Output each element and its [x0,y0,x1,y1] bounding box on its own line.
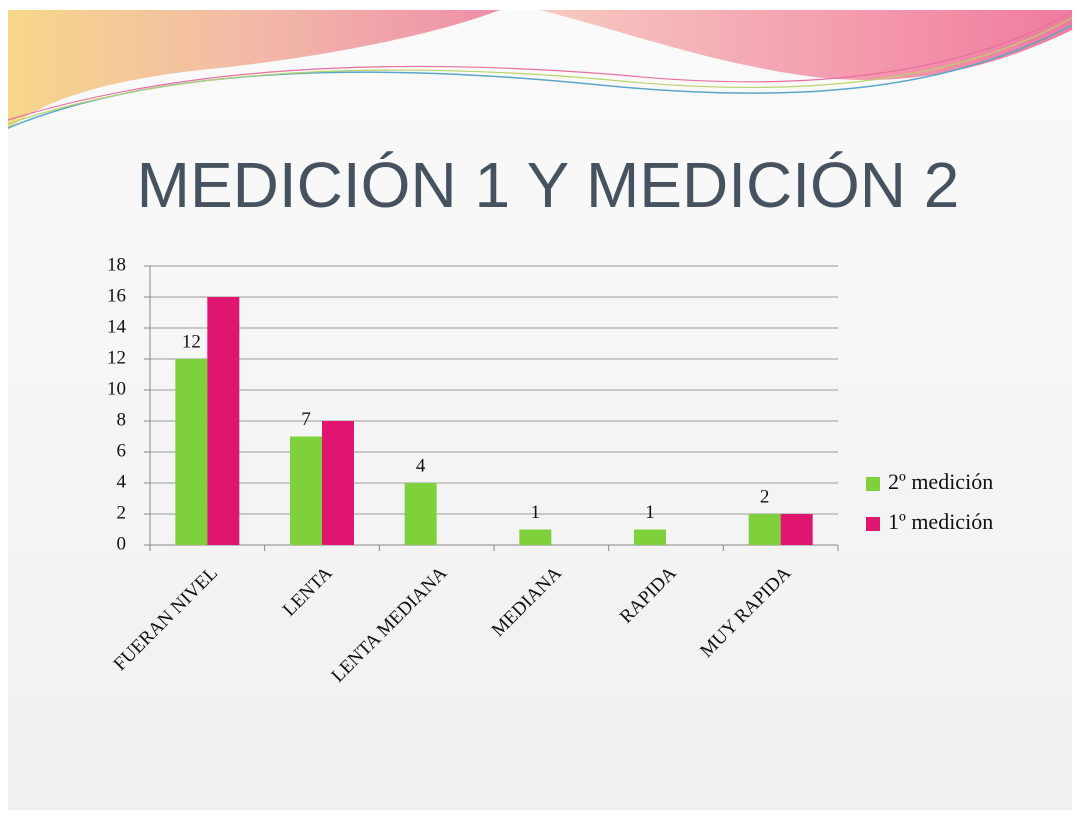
legend-label: 2º medición [888,469,993,494]
legend-swatch [866,517,880,531]
slide-background [8,10,1072,810]
bar [322,421,354,545]
y-tick-label: 0 [117,533,127,554]
bar [634,530,666,546]
bar [207,297,239,545]
data-label: 2 [760,486,770,507]
data-label: 1 [531,502,541,523]
data-label: 4 [416,455,426,476]
data-label: 1 [645,502,655,523]
bar [749,514,781,545]
data-label: 12 [182,331,201,352]
bar [519,530,551,546]
legend-label: 1º medición [888,509,993,534]
y-tick-label: 4 [117,471,127,492]
y-tick-label: 2 [117,502,127,523]
y-tick-label: 14 [107,316,127,337]
slide: MEDICIÓN 1 Y MEDICIÓN 2 024681012141618F… [0,0,1080,818]
bar [781,514,813,545]
y-tick-label: 16 [107,285,126,306]
y-tick-label: 12 [107,347,126,368]
y-tick-label: 6 [117,440,127,461]
data-label: 7 [301,409,311,430]
chart-title: MEDICIÓN 1 Y MEDICIÓN 2 [137,149,960,221]
bar [175,359,207,545]
legend-swatch [866,477,880,491]
bar [290,437,322,546]
bar [405,483,437,545]
y-tick-label: 18 [107,254,126,275]
y-tick-label: 8 [117,409,127,430]
y-tick-label: 10 [107,378,126,399]
